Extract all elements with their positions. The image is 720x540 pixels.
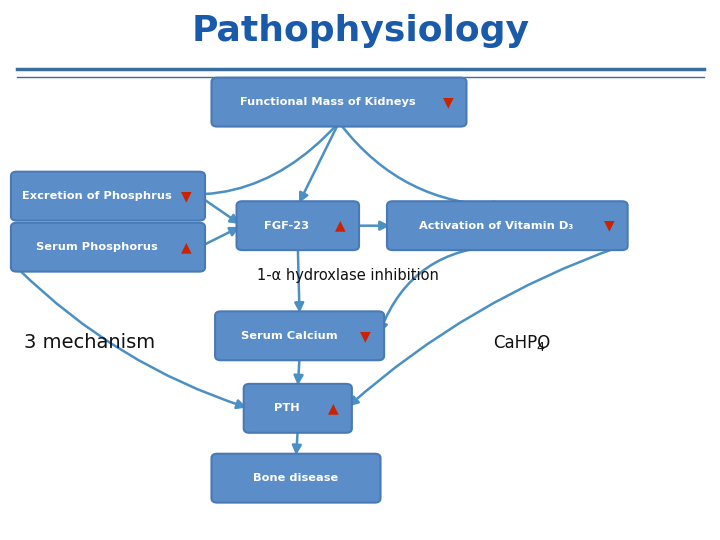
Text: ▼: ▼ <box>360 329 371 343</box>
Text: 1-α hydroxlase inhibition: 1-α hydroxlase inhibition <box>256 268 438 283</box>
FancyBboxPatch shape <box>243 384 352 433</box>
FancyBboxPatch shape <box>215 312 384 360</box>
Text: Activation of Vitamin D₃: Activation of Vitamin D₃ <box>420 221 574 231</box>
Text: Functional Mass of Kidneys: Functional Mass of Kidneys <box>240 97 416 107</box>
Text: FGF-23: FGF-23 <box>264 221 310 231</box>
Text: 3 mechanism: 3 mechanism <box>24 333 155 352</box>
FancyBboxPatch shape <box>387 201 628 250</box>
Text: Bone disease: Bone disease <box>253 473 338 483</box>
Text: ▼: ▼ <box>443 95 453 109</box>
Text: ▲: ▲ <box>181 240 192 254</box>
Text: Pathophysiology: Pathophysiology <box>192 14 529 48</box>
Text: 4: 4 <box>536 341 544 354</box>
Text: Serum Calcium: Serum Calcium <box>240 331 337 341</box>
FancyBboxPatch shape <box>212 78 467 126</box>
Text: ▼: ▼ <box>603 219 614 233</box>
FancyBboxPatch shape <box>11 222 205 272</box>
Text: PTH: PTH <box>274 403 300 413</box>
Text: ▲: ▲ <box>335 219 346 233</box>
Text: ▲: ▲ <box>328 401 338 415</box>
FancyBboxPatch shape <box>237 201 359 250</box>
FancyBboxPatch shape <box>212 454 381 503</box>
Text: CaHPO: CaHPO <box>493 334 550 352</box>
Text: Serum Phosphorus: Serum Phosphorus <box>37 242 158 252</box>
Text: ▼: ▼ <box>181 189 192 203</box>
Text: Excretion of Phosphrus: Excretion of Phosphrus <box>22 191 172 201</box>
FancyBboxPatch shape <box>11 172 205 220</box>
